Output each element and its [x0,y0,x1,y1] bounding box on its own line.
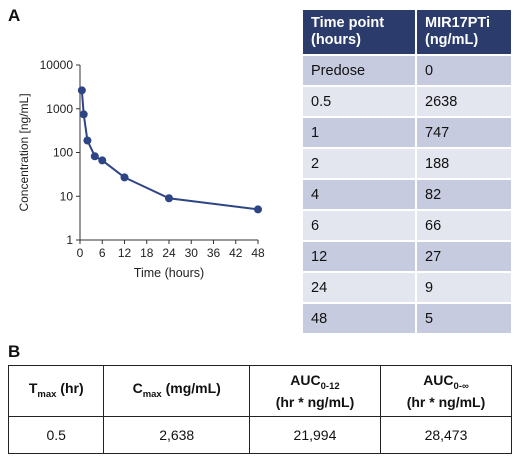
value-tmax: 0.5 [7,416,105,454]
cell-time-point: 48 [301,302,417,335]
table-row: 2 188 [301,147,513,180]
x-axis: 0 6 12 18 24 30 36 42 48 [77,240,265,260]
header-tmax: Tmax (hr) [7,365,105,417]
cell-concentration: 747 [415,116,513,149]
cell-concentration: 82 [415,178,513,211]
data-point [79,110,88,119]
cell-concentration: 5 [415,302,513,335]
y-tick-label: 10000 [40,58,74,72]
cell-time-point: 4 [301,178,417,211]
value-cmax: 2,638 [103,416,250,454]
cell-concentration: 2638 [415,85,513,118]
panel-label-a: A [8,6,21,25]
panel-label-b: B [8,342,21,361]
y-tick-label: 1 [66,233,73,247]
cell-concentration: 66 [415,209,513,242]
y-axis-label: Concentration [ng/mL] [17,93,31,211]
header-concentration: MIR17PTi (ng/mL) [415,8,513,56]
series-group [77,86,262,214]
header-time-point: Time point (hours) [301,8,417,56]
value-auc-0-12: 21,994 [248,416,381,454]
cell-time-point: 24 [301,271,417,304]
table-row: 0.5 2638 [301,85,513,118]
y-tick-label: 100 [53,146,73,160]
x-tick-label: 0 [77,246,84,260]
cell-concentration: 0 [415,54,513,87]
header-cmax: Cmax (mg/mL) [103,365,250,417]
series-line [80,90,259,211]
x-tick-label: 36 [207,246,221,260]
data-point [90,152,99,161]
x-tick-label: 6 [99,246,106,260]
header-auc-0-inf: AUC0-∞ (hr * ng/mL) [379,365,513,417]
table-row: 1 747 [301,116,513,149]
y-tick-label: 1000 [46,102,73,116]
table-row: 12 27 [301,240,513,273]
cell-time-point: 0.5 [301,85,417,118]
x-tick-label: 12 [118,246,132,260]
table-row: 24 9 [301,271,513,304]
x-tick-label: 42 [229,246,243,260]
header-auc-0-12: AUC0-12 (hr * ng/mL) [248,365,381,417]
pk-line-chart: 1 10 100 1000 10000 0 6 12 18 24 30 36 42 48 Concent… [17,58,265,280]
cell-time-point: 6 [301,209,417,242]
table-row: 0.5 2,638 21,994 28,473 [7,416,513,454]
data-point [77,86,86,95]
x-tick-label: 48 [251,246,265,260]
data-point [165,194,173,203]
x-tick-label: 18 [140,246,154,260]
data-point [83,136,92,145]
data-point [98,156,107,165]
pk-time-table: Time point (hours) MIR17PTi (ng/mL) Pred… [301,8,513,335]
table-row: 6 66 [301,209,513,242]
y-axis: 1 10 100 1000 10000 [40,58,80,247]
data-point [254,205,262,214]
x-tick-label: 24 [162,246,176,260]
cell-concentration: 27 [415,240,513,273]
x-tick-label: 30 [185,246,199,260]
cell-time-point: Predose [301,54,417,87]
cell-concentration: 188 [415,147,513,180]
value-auc-0-inf: 28,473 [379,416,513,454]
table-row: Predose 0 [301,54,513,87]
cell-concentration: 9 [415,271,513,304]
cell-time-point: 2 [301,147,417,180]
pk-parameters-table: Tmax (hr) Cmax (mg/mL) AUC0-12 (hr * ng/m… [7,365,513,454]
cell-time-point: 12 [301,240,417,273]
table-row: 4 82 [301,178,513,211]
y-tick-label: 10 [60,189,74,203]
table-header-row: Tmax (hr) Cmax (mg/mL) AUC0-12 (hr * ng/m… [7,365,513,417]
data-point [120,173,129,182]
x-axis-label: Time (hours) [134,266,204,280]
table-row: 48 5 [301,302,513,335]
cell-time-point: 1 [301,116,417,149]
table-header-row: Time point (hours) MIR17PTi (ng/mL) [301,8,513,56]
